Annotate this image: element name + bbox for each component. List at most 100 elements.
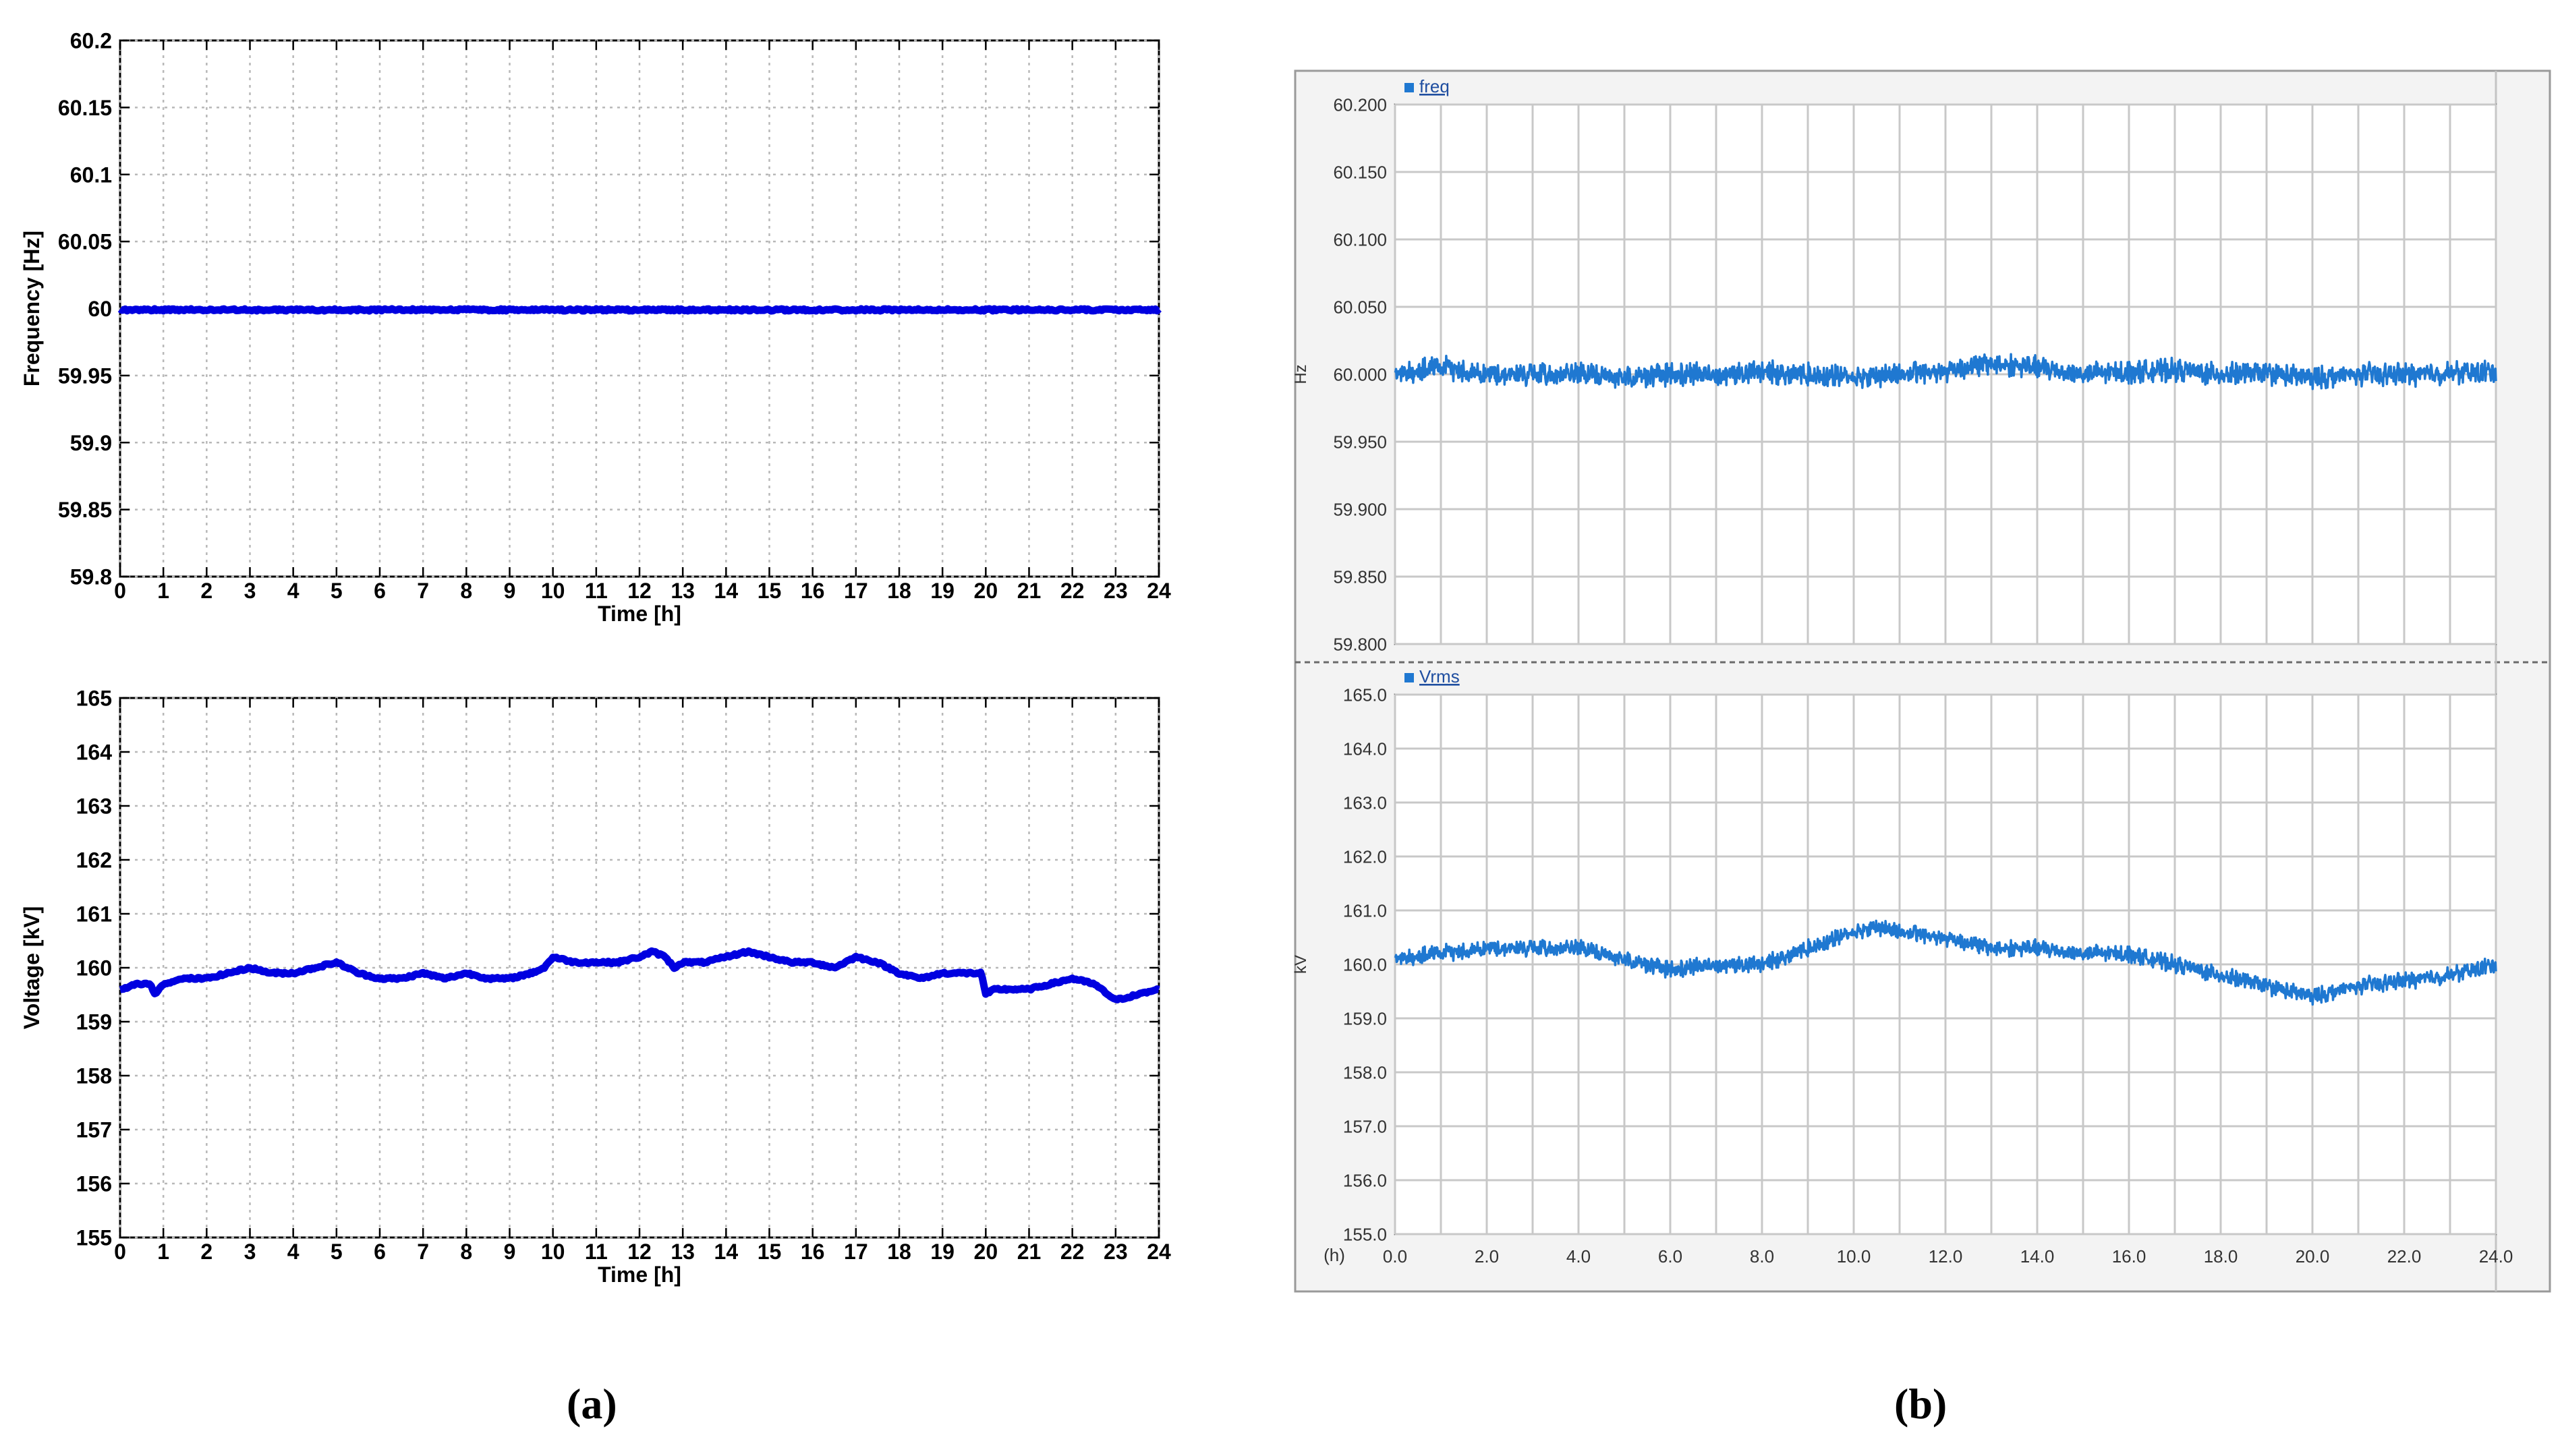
y-tick-label: 59.850 (1333, 566, 1387, 587)
x-tick-label: 4 (287, 1240, 300, 1264)
series-line-freq (1394, 353, 2497, 390)
x-tick-label: 23 (1104, 579, 1128, 603)
x-tick-label: 0.0 (1383, 1246, 1407, 1266)
x-tick-label: 12.0 (1929, 1246, 1963, 1266)
x-tick-label: 20 (974, 579, 998, 603)
y-tick-label: 157 (76, 1118, 112, 1142)
x-tick-label: 7 (417, 1240, 429, 1264)
x-tick-label: 9 (504, 579, 516, 603)
y-tick-label: 60.1 (70, 163, 112, 187)
x-tick-label: 5 (331, 1240, 343, 1264)
x-tick-label: 16 (801, 1240, 825, 1264)
x-tick-label: 7 (417, 579, 429, 603)
y-axis-label: kV (1292, 955, 1310, 974)
x-tick-label: 20.0 (2296, 1246, 2330, 1266)
x-tick-label: 21 (1017, 579, 1042, 603)
y-tick-label: 164.0 (1343, 738, 1387, 759)
y-tick-label: 165 (76, 687, 112, 711)
x-tick-label: 15 (758, 579, 782, 603)
x-axis-label: Time [h] (598, 602, 681, 626)
x-tick-label: 3 (244, 1240, 256, 1264)
x-tick-label: 8 (460, 1240, 472, 1264)
x-tick-label: 10 (541, 1240, 565, 1264)
series-line-Vrms (1394, 919, 2497, 1006)
y-tick-label: 159.0 (1343, 1008, 1387, 1028)
x-tick-label: 6 (374, 1240, 386, 1264)
x-tick-label: 10 (541, 579, 565, 603)
x-tick-label: 24 (1147, 1240, 1171, 1264)
y-tick-label: 155 (76, 1226, 112, 1250)
y-tick-label: 155.0 (1343, 1224, 1387, 1244)
x-tick-label: 16.0 (2112, 1246, 2146, 1266)
y-tick-label: 60.2 (70, 29, 112, 53)
y-tick-label: 59.800 (1333, 634, 1387, 654)
y-tick-label: 160 (76, 956, 112, 981)
x-tick-label: 13 (671, 579, 695, 603)
x-tick-label: 10.0 (1837, 1246, 1871, 1266)
x-tick-label: 20 (974, 1240, 998, 1264)
x-tick-label: 16 (801, 579, 825, 603)
x-tick-label: 22 (1060, 1240, 1085, 1264)
series-line (117, 305, 1162, 315)
y-tick-label: 161 (76, 902, 112, 927)
x-tick-label: 24 (1147, 579, 1171, 603)
y-tick-label: 60.15 (58, 96, 112, 120)
x-tick-label: 15 (758, 1240, 782, 1264)
y-axis-label: Hz (1292, 364, 1310, 384)
y-tick-label: 158.0 (1343, 1062, 1387, 1082)
series-line (118, 947, 1161, 1003)
y-tick-label: 162.0 (1343, 846, 1387, 867)
y-tick-label: 163 (76, 794, 112, 819)
x-tick-label: 14 (714, 579, 739, 603)
chart-b-vrms: 155.0 156.0 157.0 158.0 159.0 160.0 161.0 162.0… (1292, 666, 2513, 1266)
x-tick-label: 2 (200, 579, 212, 603)
x-tick-label: 1 (157, 1240, 169, 1264)
x-tick-label: 18 (887, 1240, 911, 1264)
x-tick-label: 6 (374, 579, 386, 603)
x-tick-label: 23 (1104, 1240, 1128, 1264)
y-tick-label: 158 (76, 1064, 112, 1088)
legend-label: Vrms (1419, 666, 1460, 687)
x-tick-label: 6.0 (1658, 1246, 1682, 1266)
x-axis-label: Time [h] (598, 1262, 681, 1287)
x-tick-label: 2 (200, 1240, 212, 1264)
y-tick-label: 60.05 (58, 230, 112, 254)
x-tick-label: 17 (844, 579, 868, 603)
y-tick-label: 163.0 (1343, 792, 1387, 813)
x-tick-label: 0 (114, 1240, 126, 1264)
x-tick-label: 2.0 (1475, 1246, 1499, 1266)
x-tick-label: 3 (244, 579, 256, 603)
y-tick-label: 59.900 (1333, 499, 1387, 519)
y-tick-label: 156 (76, 1172, 112, 1196)
x-tick-label: 5 (331, 579, 343, 603)
x-tick-label: 18.0 (2204, 1246, 2238, 1266)
x-tick-label: 8.0 (1750, 1246, 1774, 1266)
y-tick-label: 60.000 (1333, 364, 1387, 384)
y-tick-label: 164 (76, 740, 113, 765)
chart-a-frequency: 59.8 59.85 59.9 59.95 60 60.05 60.1 60.15 60.2 0 1… (20, 29, 1171, 626)
x-tick-label: 8 (460, 579, 472, 603)
x-tick-label: 12 (627, 579, 652, 603)
y-tick-label: 59.9 (70, 431, 112, 455)
y-tick-label: 156.0 (1343, 1170, 1387, 1190)
y-tick-label: 162 (76, 848, 112, 873)
y-tick-label: 161.0 (1343, 900, 1387, 921)
panel-label-b: (b) (1894, 1380, 1947, 1428)
y-tick-label: 160.0 (1343, 954, 1387, 974)
x-tick-label: 22.0 (2387, 1246, 2422, 1266)
x-tick-label: 18 (887, 579, 911, 603)
y-tick-label: 157.0 (1343, 1116, 1387, 1136)
y-tick-label: 60.100 (1333, 229, 1387, 250)
y-tick-label: 59.95 (58, 363, 112, 388)
y-tick-label: 60.150 (1333, 162, 1387, 182)
x-tick-label: 19 (930, 1240, 955, 1264)
x-tick-label: 22 (1060, 579, 1085, 603)
x-axis-label: (h) (1324, 1245, 1345, 1265)
x-tick-label: 11 (585, 1240, 608, 1264)
x-tick-label: 11 (585, 579, 608, 603)
x-tick-label: 21 (1017, 1240, 1042, 1264)
x-tick-label: 9 (504, 1240, 516, 1264)
y-tick-label: 59.950 (1333, 432, 1387, 452)
y-axis-label: Voltage [kV] (20, 906, 44, 1030)
